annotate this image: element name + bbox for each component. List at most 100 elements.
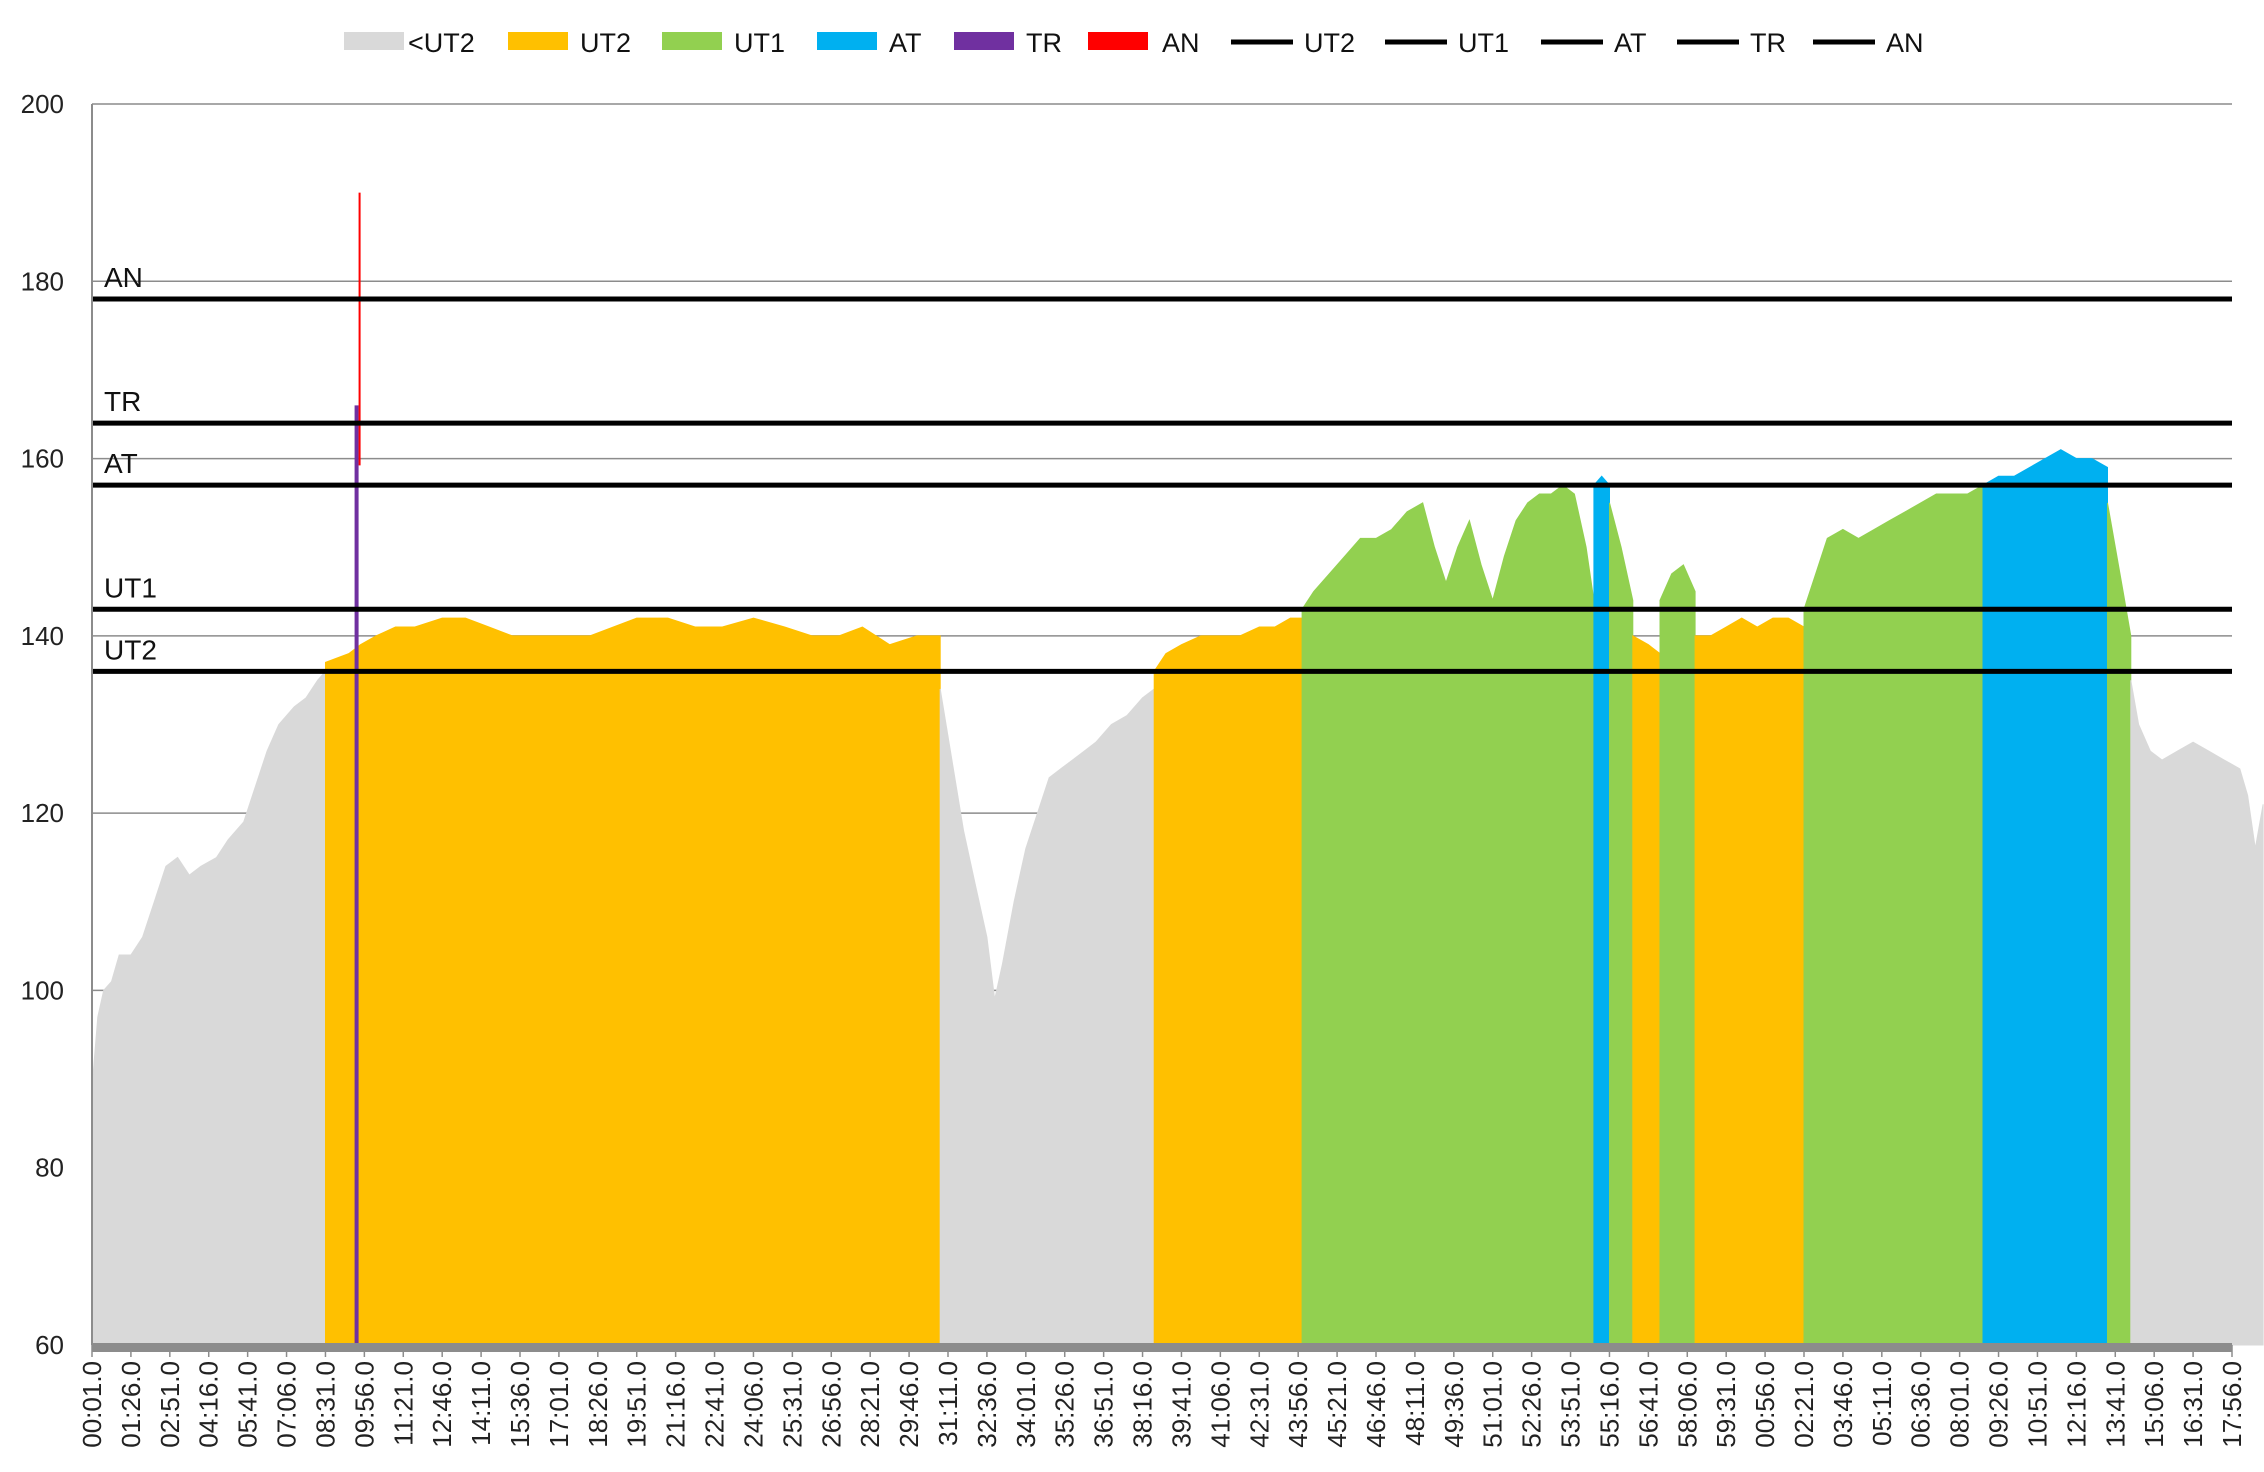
threshold-label-tr: TR — [104, 386, 141, 417]
x-tick-label: 38:16.0 — [1128, 1361, 1158, 1448]
threshold-label-ut2: UT2 — [104, 634, 157, 665]
legend-label: AN — [1162, 28, 1200, 58]
x-tick-label: 01:26.0 — [116, 1361, 146, 1448]
y-tick-label: 60 — [35, 1330, 64, 1360]
x-tick-label: 02:51.0 — [155, 1361, 185, 1448]
legend-item: TR — [954, 28, 1062, 58]
x-tick-label: 18:26.0 — [583, 1361, 613, 1448]
area-segment-ut1 — [1609, 502, 1634, 1346]
x-tick-label: 14:11.0 — [466, 1361, 496, 1446]
spike-layer — [354, 192, 361, 1345]
x-tick-label: 41:06.0 — [1205, 1361, 1235, 1448]
x-tick-label: 13:41.0 — [2100, 1361, 2130, 1448]
x-tick-label: 08:31.0 — [310, 1361, 340, 1448]
legend-label: UT2 — [580, 28, 631, 58]
legend-swatch — [954, 32, 1014, 50]
x-tick-label: 22:41.0 — [700, 1361, 730, 1448]
legend-item: <UT2 — [344, 28, 475, 58]
x-tick-label: 10:51.0 — [2022, 1361, 2052, 1448]
x-tick-label: 03:46.0 — [1828, 1361, 1858, 1448]
legend-item: AT — [817, 28, 922, 58]
legend-item: UT1 — [1385, 28, 1509, 58]
legend-label: UT2 — [1304, 28, 1355, 58]
x-tick-label: 05:11.0 — [1867, 1361, 1897, 1446]
x-tick-label: 17:56.0 — [2217, 1361, 2247, 1448]
axis-layer: 60 80 100 120 140 160 180 200 00:01.0 01:26.0 02:5… — [21, 89, 2247, 1448]
legend-label: AN — [1886, 28, 1924, 58]
legend-swatch — [1088, 32, 1148, 50]
legend-label: UT1 — [1458, 28, 1509, 58]
threshold-label-ut1: UT1 — [104, 572, 157, 603]
legend-label: TR — [1026, 28, 1062, 58]
area-segment-at — [1593, 475, 1610, 1346]
x-tick-label: 42:31.0 — [1244, 1361, 1274, 1448]
x-tick-label: 39:41.0 — [1166, 1361, 1196, 1448]
area-segment-ut2 — [325, 617, 941, 1346]
area-segment-ut2 — [1632, 635, 1661, 1346]
area-segment-ut1 — [1803, 484, 1984, 1346]
legend-item: AN — [1813, 28, 1924, 58]
x-tick-label: 59:31.0 — [1711, 1361, 1741, 1448]
x-tick-label: 11:21.0 — [388, 1361, 418, 1446]
legend-swatch — [817, 32, 877, 50]
y-tick-label: 160 — [21, 444, 64, 474]
legend-item: UT1 — [662, 28, 785, 58]
x-tick-label: 05:41.0 — [233, 1361, 263, 1448]
x-tick-label: 16:31.0 — [2178, 1361, 2208, 1448]
x-tick-label: 28:21.0 — [855, 1361, 885, 1448]
y-tick-label: 80 — [35, 1153, 64, 1183]
x-tick-label: 08:01.0 — [1945, 1361, 1975, 1448]
area-segment-ut2 — [1153, 617, 1303, 1346]
area-segment-ut2 — [1694, 617, 1805, 1346]
x-tick-label: 09:56.0 — [349, 1361, 379, 1448]
x-tick-label: 12:16.0 — [2061, 1361, 2091, 1448]
legend-item: AT — [1541, 28, 1647, 58]
legend-swatch — [508, 32, 568, 50]
legend-item: AN — [1088, 28, 1200, 58]
x-tick-label: 00:56.0 — [1750, 1361, 1780, 1448]
legend: <UT2 UT2 UT1 AT TR AN UT2 UT1 AT TR AN — [344, 28, 1924, 58]
x-axis-line — [92, 1343, 2232, 1352]
legend-label: UT1 — [734, 28, 785, 58]
x-tick-label: 15:06.0 — [2139, 1361, 2169, 1448]
x-tick-label: 45:21.0 — [1322, 1361, 1352, 1448]
legend-label: AT — [1614, 28, 1647, 58]
x-tick-label: 02:21.0 — [1789, 1361, 1819, 1448]
legend-item: TR — [1677, 28, 1786, 58]
x-tick-label: 24:06.0 — [738, 1361, 768, 1448]
legend-swatch — [344, 32, 404, 50]
area-segment-ut1 — [1301, 484, 1595, 1346]
area-segment-at — [1982, 449, 2108, 1346]
x-tick-label: 58:06.0 — [1672, 1361, 1702, 1448]
legend-swatch — [662, 32, 722, 50]
legend-label: AT — [889, 28, 922, 58]
x-tick-label: 21:16.0 — [661, 1361, 691, 1448]
x-tick-label: 04:16.0 — [194, 1361, 224, 1448]
x-tick-label: 48:11.0 — [1400, 1361, 1430, 1446]
legend-label: TR — [1750, 28, 1786, 58]
threshold-layer: UT2 UT1 AT TR AN — [92, 262, 2232, 674]
x-tick-label: 52:26.0 — [1517, 1361, 1547, 1448]
x-tick-label: 32:36.0 — [972, 1361, 1002, 1448]
x-tick-label: 55:16.0 — [1594, 1361, 1624, 1448]
y-tick-label: 120 — [21, 798, 64, 828]
x-tick-label: 49:36.0 — [1439, 1361, 1469, 1448]
y-tick-label: 180 — [21, 266, 64, 296]
x-tick-label: 09:26.0 — [1984, 1361, 2014, 1448]
x-tick-label: 07:06.0 — [272, 1361, 302, 1448]
area-segment-ut1 — [2107, 502, 2132, 1346]
x-tick-label: 35:26.0 — [1050, 1361, 1080, 1448]
area-segment-below-ut2 — [91, 669, 326, 1346]
x-tick-label: 31:11.0 — [933, 1361, 963, 1446]
legend-item: UT2 — [508, 28, 631, 58]
area-segment-below-ut2 — [939, 687, 1155, 1346]
x-tick-label: 34:01.0 — [1011, 1361, 1041, 1448]
x-tick-label: 51:01.0 — [1478, 1361, 1508, 1448]
x-tick-label: 15:36.0 — [505, 1361, 535, 1448]
legend-item: UT2 — [1231, 28, 1355, 58]
x-tick-label: 06:36.0 — [1906, 1361, 1936, 1448]
x-tick-label: 00:01.0 — [77, 1361, 107, 1448]
x-tick-label: 56:41.0 — [1633, 1361, 1663, 1448]
x-tick-label: 29:46.0 — [894, 1361, 924, 1448]
